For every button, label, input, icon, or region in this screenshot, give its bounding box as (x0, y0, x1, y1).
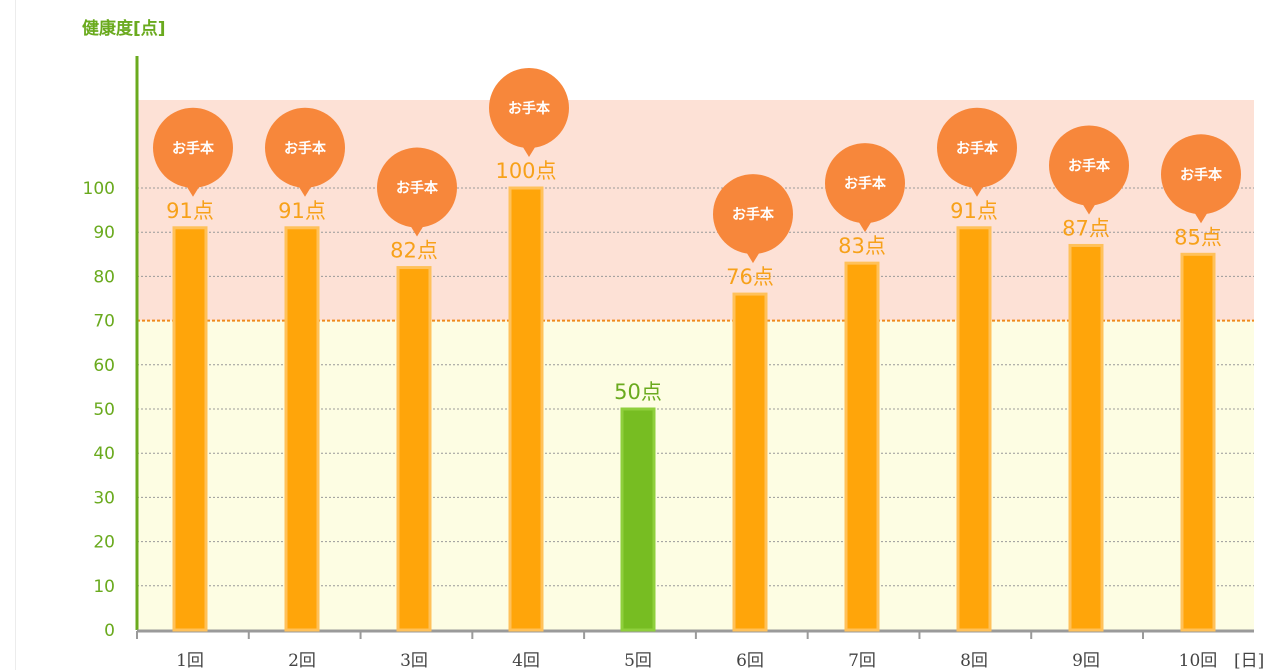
value-label: 91点 (950, 199, 998, 223)
y-tick-label: 20 (93, 533, 115, 553)
y-tick-label: 30 (93, 488, 115, 508)
bubble-icon (825, 143, 905, 224)
x-tick-label: 9回 (1072, 651, 1100, 670)
bar (956, 226, 992, 632)
bubble-tail-icon (185, 183, 201, 197)
x-tick-label: 4回 (512, 651, 540, 670)
value-label: 50点 (614, 380, 662, 404)
bubble-label: お手本 (396, 180, 439, 197)
bubble-tail-icon (1081, 201, 1097, 215)
y-axis-label: 健康度[点] (82, 18, 166, 39)
plot-area: 0 10 20 30 40 50 60 70 80 90 100 91点 1回 お手本 91点 2回 お手本 82… (83, 56, 1254, 670)
bubble-icon (937, 107, 1017, 188)
bar (284, 226, 320, 632)
bubble-label: お手本 (1068, 157, 1111, 174)
bar (844, 261, 880, 632)
y-tick-label: 100 (83, 179, 115, 199)
y-tick-label: 0 (104, 621, 115, 641)
bubble-label: お手本 (1180, 166, 1223, 183)
bubble-label: お手本 (172, 140, 215, 157)
bar (732, 292, 768, 632)
bubble-label: お手本 (956, 140, 999, 157)
y-tick-label: 90 (93, 223, 115, 243)
y-tick-label: 10 (93, 577, 115, 597)
x-axis-unit: [日] (1234, 651, 1264, 670)
bubble-icon (713, 174, 793, 255)
y-tick-label: 40 (93, 444, 115, 464)
x-tick-label: 1回 (176, 651, 204, 670)
bar (508, 186, 544, 632)
y-tick-label: 80 (93, 267, 115, 287)
x-tick-label: 6回 (736, 651, 764, 670)
bubble-tail-icon (857, 219, 873, 233)
bubble-tail-icon (745, 250, 761, 264)
value-label: 76点 (726, 265, 774, 289)
y-tick-label: 60 (93, 356, 115, 376)
x-tick-label: 3回 (400, 651, 428, 670)
bubble-tail-icon (1193, 210, 1209, 224)
value-label: 82点 (390, 239, 438, 263)
y-tick-label: 50 (93, 400, 115, 420)
x-tick-label: 7回 (848, 651, 876, 670)
bubble-tail-icon (969, 183, 985, 197)
bubble-icon (1049, 125, 1129, 206)
bubble-label: お手本 (508, 100, 551, 117)
x-tick-label: 5回 (624, 651, 652, 670)
value-label: 85点 (1174, 225, 1222, 249)
band-below-threshold (137, 320, 1254, 630)
bubble-label: お手本 (284, 140, 327, 157)
bubble-tail-icon (297, 183, 313, 197)
bubble-tail-icon (521, 144, 537, 157)
x-tick-label: 2回 (288, 651, 316, 670)
bubble-label: お手本 (732, 206, 775, 223)
x-tick-label: 8回 (960, 651, 988, 670)
value-label: 100点 (495, 159, 556, 183)
value-label: 87点 (1062, 216, 1110, 240)
bar (620, 407, 656, 632)
bubble-icon (489, 68, 569, 148)
value-label: 91点 (166, 199, 214, 223)
x-tick-label: 10回 (1179, 651, 1218, 670)
bubble-label: お手本 (844, 175, 887, 192)
bar (396, 266, 432, 632)
value-label: 91点 (278, 199, 326, 223)
bubble-icon (265, 107, 345, 188)
bubble-icon (377, 147, 457, 228)
bubble-icon (1161, 134, 1241, 215)
page-left-rule (15, 0, 16, 670)
bar (1180, 252, 1216, 632)
bubble-icon (153, 107, 233, 188)
value-label: 83点 (838, 234, 886, 258)
bar (172, 226, 208, 632)
bubble-tail-icon (409, 223, 425, 237)
y-tick-label: 70 (93, 312, 115, 332)
bar (1068, 243, 1104, 632)
